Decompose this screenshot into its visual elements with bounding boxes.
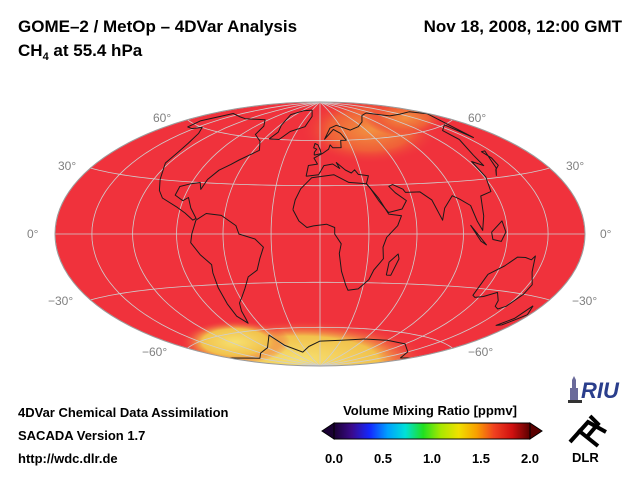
lat-label-60n-left: 60° (153, 111, 172, 125)
species-subscript: 4 (42, 51, 49, 63)
lat-label-eq-right: 0° (600, 227, 612, 241)
colorbar-tick-label: 0.0 (324, 451, 344, 466)
map-datetime: Nov 18, 2008, 12:00 GMT (423, 17, 622, 36)
coastline-segment (158, 113, 266, 221)
footer-url[interactable]: http://wdc.dlr.de (18, 451, 118, 466)
coastline-segment (495, 305, 534, 326)
lat-label-30s-right: −30° (572, 294, 598, 308)
coastlines (158, 109, 536, 359)
lat-label-60s-right: −60° (468, 345, 494, 359)
coastline-segment (268, 109, 313, 140)
antarctic-low-region-2 (180, 320, 290, 364)
lat-label-30n-right: 30° (566, 159, 585, 173)
lat-label-60s-left: −60° (142, 345, 168, 359)
colorbar-tick-label: 1.5 (471, 451, 491, 466)
riu-logo-text: RIU (581, 378, 620, 403)
coastline-segment (491, 220, 507, 242)
dlr-logo-text: DLR (572, 450, 599, 465)
lat-label-30n-left: 30° (58, 159, 77, 173)
colorbar-tick-label: 1.0 (422, 451, 442, 466)
lat-label-60n-right: 60° (468, 111, 487, 125)
lat-label-eq-left: 0° (27, 227, 39, 241)
coastline-segment (305, 111, 492, 231)
coastline-segment (385, 253, 400, 276)
coastline-segment (480, 150, 499, 176)
colorbar-tick-label: 0.5 (373, 451, 393, 466)
species-name: CH (18, 41, 43, 60)
pressure-level: at 55.4 hPa (48, 41, 143, 60)
map-title: GOME–2 / MetOp – 4DVar Analysis (18, 17, 298, 36)
dlr-logo (568, 414, 607, 448)
colorbar-title: Volume Mixing Ratio [ppmv] (343, 403, 517, 418)
coastline-segment (313, 143, 322, 156)
coastline-segment (229, 334, 411, 359)
footer-line-1: 4DVar Chemical Data Assimilation (18, 405, 229, 420)
parallel-line (187, 326, 453, 349)
footer-line-2: SACADA Version 1.7 (18, 428, 146, 443)
parallel-line (90, 281, 550, 301)
coastline-segment (472, 255, 536, 310)
lat-label-30s-left: −30° (48, 294, 74, 308)
globe-outline (54, 101, 586, 367)
colorbar-tick-label: 2.0 (520, 451, 540, 466)
riu-logo: RIU (568, 376, 620, 403)
coastline-segment (190, 213, 264, 324)
parallel-line (187, 119, 453, 142)
map-subtitle: CH4 at 55.4 hPa (18, 41, 143, 63)
coastline-segment (470, 224, 487, 246)
coastline-segment (292, 174, 402, 291)
